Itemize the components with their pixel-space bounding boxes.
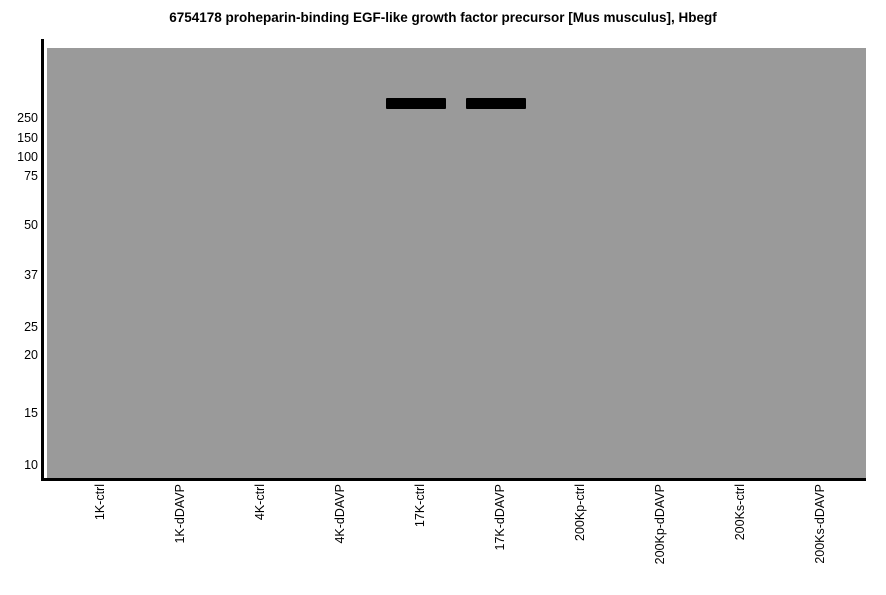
lane-label: 4K-dDAVP bbox=[333, 484, 347, 544]
mw-marker-label: 10 bbox=[24, 458, 38, 472]
lane-label: 200Ks-dDAVP bbox=[813, 484, 827, 564]
mw-marker-label: 150 bbox=[17, 131, 38, 145]
x-axis-line bbox=[41, 478, 866, 481]
y-axis-line bbox=[41, 39, 44, 481]
mw-marker-label: 25 bbox=[24, 320, 38, 334]
mw-marker-label: 250 bbox=[17, 111, 38, 125]
protein-band bbox=[386, 98, 446, 109]
mw-marker-label: 37 bbox=[24, 268, 38, 282]
protein-band bbox=[466, 98, 526, 109]
gel-background bbox=[47, 48, 866, 478]
chart-title: 6754178 proheparin-binding EGF-like grow… bbox=[169, 10, 717, 25]
lane-label: 200Kp-ctrl bbox=[573, 484, 587, 541]
mw-marker-label: 100 bbox=[17, 150, 38, 164]
lane-label: 4K-ctrl bbox=[253, 484, 267, 521]
lane-label: 17K-ctrl bbox=[413, 484, 427, 528]
mw-marker-label: 75 bbox=[24, 169, 38, 183]
lane-label: 200Ks-ctrl bbox=[733, 484, 747, 541]
mw-marker-label: 15 bbox=[24, 406, 38, 420]
lane-label: 200Kp-dDAVP bbox=[653, 484, 667, 565]
lane-label: 1K-dDAVP bbox=[173, 484, 187, 544]
mw-marker-label: 20 bbox=[24, 348, 38, 362]
lane-label: 1K-ctrl bbox=[93, 484, 107, 521]
mw-marker-label: 50 bbox=[24, 218, 38, 232]
lane-label: 17K-dDAVP bbox=[493, 484, 507, 551]
